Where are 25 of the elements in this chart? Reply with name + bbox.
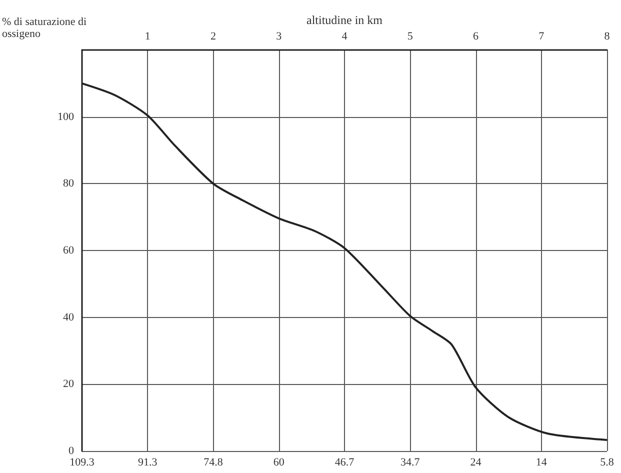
x-tick-label: 5 xyxy=(407,30,414,42)
text: 109.3 xyxy=(70,456,95,468)
text: 34.7 xyxy=(400,456,420,468)
text: 24 xyxy=(470,456,482,468)
y-axis-title: % di saturazione di ossigeno xyxy=(2,16,90,40)
x-tick-label: 4 xyxy=(342,30,348,42)
text: 91.3 xyxy=(138,456,158,468)
x-tick-label: 3 xyxy=(276,30,282,42)
x-tick-label: 8 xyxy=(604,30,610,42)
text: 14 xyxy=(536,456,548,468)
y-tick-label: 60 xyxy=(63,244,74,256)
x-tick-label: 2 xyxy=(210,30,216,42)
text: 46.7 xyxy=(334,456,355,468)
x-tick-label: 7 xyxy=(538,30,545,42)
x-tick-label: 6 xyxy=(473,30,479,42)
y-tick-label: 0 xyxy=(68,445,74,457)
text: 74.8 xyxy=(204,456,224,468)
x-axis-title: altitudine in km xyxy=(306,13,384,28)
y-tick-label: 80 xyxy=(63,178,74,190)
y-tick-label: 40 xyxy=(63,311,74,324)
y-tick-label: 100 xyxy=(58,110,74,123)
x-tick-label: 1 xyxy=(144,30,150,42)
text: 60 xyxy=(273,456,285,468)
text: 5.8 xyxy=(600,456,614,468)
y-tick-label: 20 xyxy=(63,378,74,390)
